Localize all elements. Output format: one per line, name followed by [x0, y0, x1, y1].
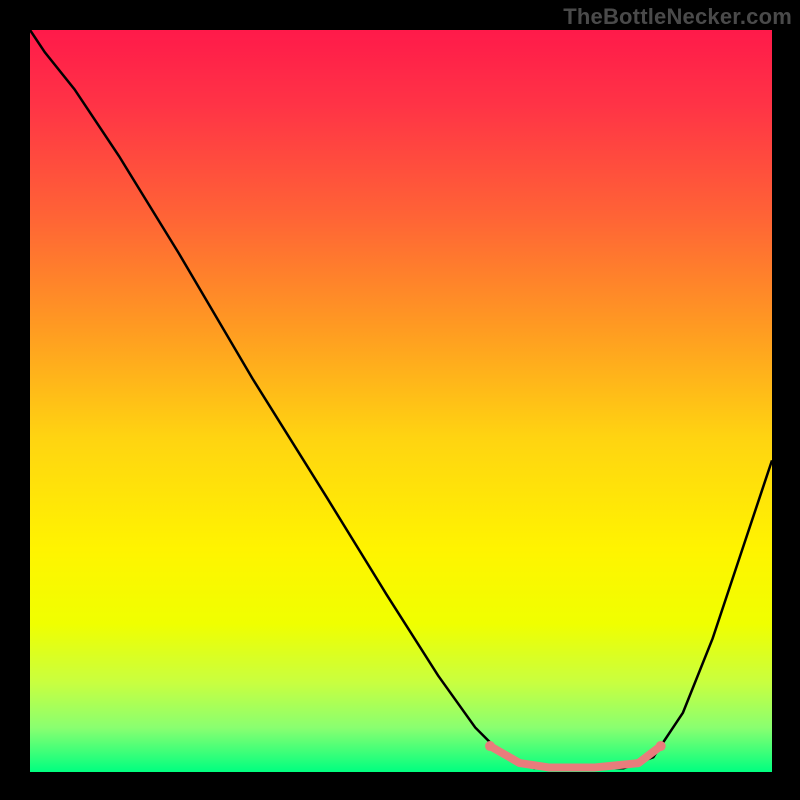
optimal-range-marker	[656, 741, 666, 751]
chart-plot-background	[30, 30, 772, 772]
bottleneck-chart: TheBottleNecker.com	[0, 0, 800, 800]
watermark-text: TheBottleNecker.com	[563, 4, 792, 30]
optimal-range-marker	[485, 741, 495, 751]
chart-svg	[0, 0, 800, 800]
